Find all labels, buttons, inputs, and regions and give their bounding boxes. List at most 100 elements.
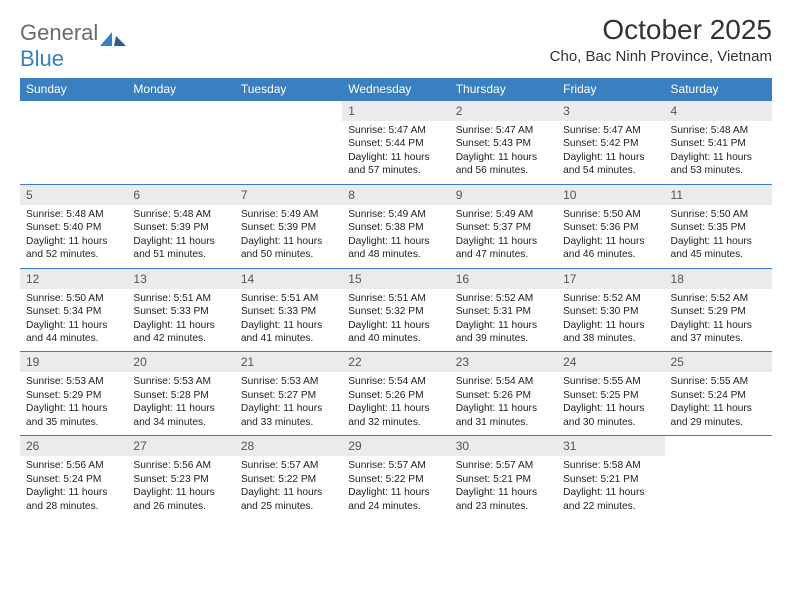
day-number: 8 [342,185,449,205]
day-cell-details: Sunrise: 5:49 AMSunset: 5:38 PMDaylight:… [342,205,449,268]
day-cell-details: Sunrise: 5:52 AMSunset: 5:31 PMDaylight:… [450,289,557,352]
calendar-week-daynum-row: 1234 [20,101,772,122]
weekday-header: Thursday [450,78,557,101]
day-details: Sunrise: 5:50 AMSunset: 5:36 PMDaylight:… [557,205,664,268]
day-cell-number [20,101,127,122]
location-line: Cho, Bac Ninh Province, Vietnam [550,48,772,65]
day-number: 25 [665,352,772,372]
day-cell-number: 14 [235,268,342,289]
day-cell-details: Sunrise: 5:50 AMSunset: 5:35 PMDaylight:… [665,205,772,268]
logo: GeneralBlue [20,14,126,72]
day-number: 31 [557,436,664,456]
day-cell-number: 3 [557,101,664,122]
day-details: Sunrise: 5:49 AMSunset: 5:37 PMDaylight:… [450,205,557,268]
day-number: 19 [20,352,127,372]
day-details: Sunrise: 5:48 AMSunset: 5:41 PMDaylight:… [665,121,772,184]
day-cell-number: 2 [450,101,557,122]
day-cell-details: Sunrise: 5:57 AMSunset: 5:22 PMDaylight:… [342,456,449,519]
day-cell-details: Sunrise: 5:52 AMSunset: 5:30 PMDaylight:… [557,289,664,352]
calendar-week-details-row: Sunrise: 5:50 AMSunset: 5:34 PMDaylight:… [20,289,772,352]
day-number [235,101,342,121]
day-cell-details: Sunrise: 5:48 AMSunset: 5:39 PMDaylight:… [127,205,234,268]
day-details: Sunrise: 5:53 AMSunset: 5:28 PMDaylight:… [127,372,234,435]
day-number: 18 [665,269,772,289]
day-number: 21 [235,352,342,372]
calendar-week-daynum-row: 19202122232425 [20,352,772,373]
day-cell-number: 17 [557,268,664,289]
day-number: 11 [665,185,772,205]
day-cell-number: 11 [665,184,772,205]
day-cell-number: 31 [557,436,664,457]
day-cell-number: 27 [127,436,234,457]
day-details: Sunrise: 5:52 AMSunset: 5:30 PMDaylight:… [557,289,664,352]
day-details [665,456,772,516]
calendar-week-daynum-row: 567891011 [20,184,772,205]
weekday-header: Monday [127,78,234,101]
day-cell-details: Sunrise: 5:53 AMSunset: 5:27 PMDaylight:… [235,372,342,435]
day-details: Sunrise: 5:55 AMSunset: 5:25 PMDaylight:… [557,372,664,435]
day-cell-details: Sunrise: 5:51 AMSunset: 5:32 PMDaylight:… [342,289,449,352]
day-number [127,101,234,121]
day-cell-details: Sunrise: 5:48 AMSunset: 5:41 PMDaylight:… [665,121,772,184]
day-number: 29 [342,436,449,456]
day-details: Sunrise: 5:51 AMSunset: 5:33 PMDaylight:… [235,289,342,352]
day-cell-number: 25 [665,352,772,373]
day-number: 15 [342,269,449,289]
day-number: 6 [127,185,234,205]
day-cell-number: 24 [557,352,664,373]
logo-sail-icon [100,30,126,46]
day-details: Sunrise: 5:53 AMSunset: 5:29 PMDaylight:… [20,372,127,435]
day-details: Sunrise: 5:49 AMSunset: 5:39 PMDaylight:… [235,205,342,268]
day-details: Sunrise: 5:57 AMSunset: 5:22 PMDaylight:… [235,456,342,519]
weekday-header: Friday [557,78,664,101]
day-cell-number: 4 [665,101,772,122]
day-cell-details: Sunrise: 5:50 AMSunset: 5:36 PMDaylight:… [557,205,664,268]
day-number: 16 [450,269,557,289]
day-details: Sunrise: 5:49 AMSunset: 5:38 PMDaylight:… [342,205,449,268]
day-cell-number: 10 [557,184,664,205]
day-number: 30 [450,436,557,456]
day-details: Sunrise: 5:56 AMSunset: 5:24 PMDaylight:… [20,456,127,519]
calendar-table: Sunday Monday Tuesday Wednesday Thursday… [20,78,772,519]
day-details: Sunrise: 5:57 AMSunset: 5:21 PMDaylight:… [450,456,557,519]
day-cell-details: Sunrise: 5:47 AMSunset: 5:42 PMDaylight:… [557,121,664,184]
day-details [127,121,234,181]
day-cell-details: Sunrise: 5:52 AMSunset: 5:29 PMDaylight:… [665,289,772,352]
day-number: 13 [127,269,234,289]
day-number: 27 [127,436,234,456]
day-details: Sunrise: 5:54 AMSunset: 5:26 PMDaylight:… [342,372,449,435]
day-details [235,121,342,181]
day-cell-number: 23 [450,352,557,373]
calendar-week-details-row: Sunrise: 5:56 AMSunset: 5:24 PMDaylight:… [20,456,772,519]
day-cell-number: 6 [127,184,234,205]
day-cell-details [235,121,342,184]
day-cell-details: Sunrise: 5:49 AMSunset: 5:37 PMDaylight:… [450,205,557,268]
calendar-week-details-row: Sunrise: 5:48 AMSunset: 5:40 PMDaylight:… [20,205,772,268]
day-cell-number: 5 [20,184,127,205]
day-cell-details [665,456,772,519]
day-details: Sunrise: 5:47 AMSunset: 5:44 PMDaylight:… [342,121,449,184]
day-cell-details: Sunrise: 5:48 AMSunset: 5:40 PMDaylight:… [20,205,127,268]
page-header: GeneralBlue October 2025 Cho, Bac Ninh P… [20,14,772,72]
day-cell-details: Sunrise: 5:51 AMSunset: 5:33 PMDaylight:… [127,289,234,352]
day-cell-number: 7 [235,184,342,205]
day-cell-details: Sunrise: 5:47 AMSunset: 5:44 PMDaylight:… [342,121,449,184]
calendar-header-row: Sunday Monday Tuesday Wednesday Thursday… [20,78,772,101]
day-details: Sunrise: 5:50 AMSunset: 5:34 PMDaylight:… [20,289,127,352]
day-cell-number: 28 [235,436,342,457]
day-cell-details: Sunrise: 5:54 AMSunset: 5:26 PMDaylight:… [450,372,557,435]
calendar-week-daynum-row: 262728293031 [20,436,772,457]
day-cell-details: Sunrise: 5:53 AMSunset: 5:29 PMDaylight:… [20,372,127,435]
day-details: Sunrise: 5:52 AMSunset: 5:31 PMDaylight:… [450,289,557,352]
day-details: Sunrise: 5:50 AMSunset: 5:35 PMDaylight:… [665,205,772,268]
day-number: 14 [235,269,342,289]
day-details: Sunrise: 5:56 AMSunset: 5:23 PMDaylight:… [127,456,234,519]
day-cell-details: Sunrise: 5:53 AMSunset: 5:28 PMDaylight:… [127,372,234,435]
day-details: Sunrise: 5:54 AMSunset: 5:26 PMDaylight:… [450,372,557,435]
day-cell-details: Sunrise: 5:50 AMSunset: 5:34 PMDaylight:… [20,289,127,352]
day-number: 22 [342,352,449,372]
day-details [20,121,127,181]
day-cell-number [127,101,234,122]
calendar-body: 1234Sunrise: 5:47 AMSunset: 5:44 PMDayli… [20,101,772,520]
day-cell-details: Sunrise: 5:56 AMSunset: 5:24 PMDaylight:… [20,456,127,519]
